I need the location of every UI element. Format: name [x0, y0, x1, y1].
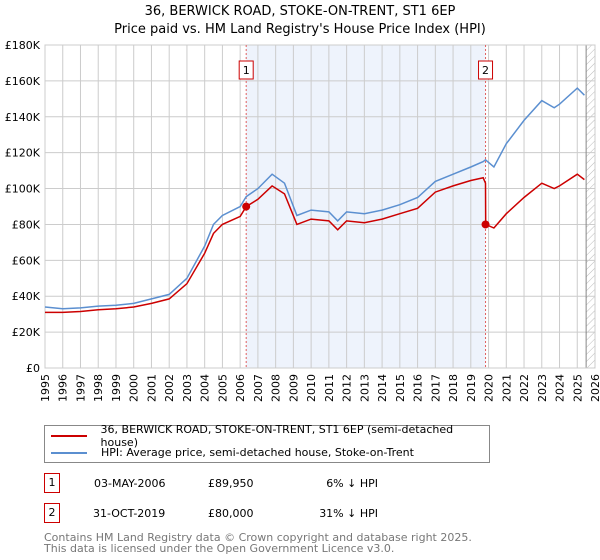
sale-hpi-diff: 6% ↓ HPI [326, 476, 378, 490]
y-tick-label: £20K [12, 326, 41, 339]
sale-label-box [238, 60, 254, 80]
x-tick-label: 2004 [199, 374, 212, 402]
legend-item-hpi: HPI: Average price, semi-detached house,… [45, 444, 414, 461]
x-tick-label: 2018 [447, 374, 460, 402]
x-tick-label: 2021 [500, 374, 513, 402]
x-tick-label: 2002 [163, 374, 176, 402]
x-tick-label: 2001 [145, 374, 158, 402]
sale-row-1: 1 03-MAY-2006 £89,950 6% ↓ HPI [44, 473, 378, 493]
sale-point [481, 220, 490, 229]
hpi-line [44, 87, 585, 310]
property-price-line [45, 173, 585, 314]
x-tick-label: 2012 [341, 374, 354, 402]
y-tick-label: £180K [5, 39, 41, 52]
x-tick-label: 2016 [412, 374, 425, 402]
x-tick-label: 2015 [394, 374, 407, 402]
x-tick-label: 2011 [323, 374, 336, 402]
footer-line-2: This data is licensed under the Open Gov… [44, 542, 395, 555]
x-tick-label: 2003 [181, 374, 194, 402]
x-tick-label: 2013 [358, 374, 371, 402]
sale-hpi-diff: 31% ↓ HPI [319, 506, 378, 520]
legend: 36, BERWICK ROAD, STOKE-ON-TRENT, ST1 6E… [44, 423, 490, 463]
x-tick-label: 2023 [536, 374, 549, 402]
x-tick-label: 2009 [287, 374, 300, 402]
legend-label: HPI: Average price, semi-detached house,… [101, 446, 414, 459]
x-tick-label: 2017 [429, 374, 442, 402]
x-tick-label: 2024 [554, 374, 567, 402]
price-chart: 1995 1996 1997 1998 1999 2000 2001 2002 2003 2004… [5, 39, 600, 402]
title: 36, BERWICK ROAD, STOKE-ON-TRENT, ST1 6E… [144, 4, 456, 19]
sale-date: 31-OCT-2019 [93, 506, 166, 520]
chart-title: 36, BERWICK ROAD, STOKE-ON-TRENT, ST1 6E… [0, 3, 600, 39]
x-tick-label: 2026 [589, 374, 600, 402]
y-tick-label: £0 [26, 362, 40, 375]
sale-marker: 1 [44, 473, 60, 493]
x-tick-label: 2000 [128, 374, 141, 402]
x-tick-label: 2025 [571, 374, 584, 402]
sale-marker: 2 [44, 503, 60, 523]
x-tick-label: 1995 [39, 374, 52, 402]
forecast-hatch [586, 45, 595, 368]
x-tick-label: 2006 [234, 374, 247, 402]
x-tick-label: 2014 [376, 374, 389, 402]
x-tick-label: 2022 [518, 374, 531, 402]
x-tick-label: 1996 [57, 374, 70, 402]
x-tick-label: 2005 [216, 374, 229, 402]
legend-label: 36, BERWICK ROAD, STOKE-ON-TRENT, ST1 6E… [100, 422, 454, 449]
sale-point [242, 202, 251, 211]
x-tick-label: 2008 [270, 374, 283, 402]
footer: Contains HM Land Registry data © Crown c… [44, 532, 472, 554]
sale-label: 2 [482, 64, 489, 77]
x-tick-label: 1998 [92, 374, 105, 402]
x-tick-label: 1999 [110, 374, 123, 402]
y-tick-label: £120K [5, 147, 41, 160]
y-tick-label: £40K [12, 290, 41, 303]
y-tick-label: £100K [5, 183, 41, 196]
x-tick-label: 2019 [465, 374, 478, 402]
x-tick-label: 2020 [483, 374, 496, 402]
y-tick-label: £60K [12, 254, 41, 267]
sale-row-2: 2 31-OCT-2019 £80,000 31% ↓ HPI [44, 503, 378, 523]
sale-date: 03-MAY-2006 [94, 476, 166, 490]
x-tick-label: 1997 [74, 374, 87, 402]
plot-frame [44, 44, 596, 369]
legend-swatch-blue [51, 451, 87, 454]
sale-label: 1 [243, 64, 250, 77]
y-tick-label: £140K [5, 111, 41, 124]
footer-line-1: Contains HM Land Registry data © Crown c… [44, 531, 472, 544]
x-tick-label: 2010 [305, 374, 318, 402]
sale-price: £80,000 [208, 506, 254, 520]
x-tick-label: 2007 [252, 374, 265, 402]
sale-price: £89,950 [208, 476, 254, 490]
subtitle: Price paid vs. HM Land Registry's House … [114, 22, 486, 37]
legend-swatch-red [51, 434, 87, 437]
sale-label-box [478, 60, 494, 80]
y-tick-label: £80K [12, 218, 41, 231]
legend-item-property: 36, BERWICK ROAD, STOKE-ON-TRENT, ST1 6E… [45, 423, 489, 449]
sale-period-shade [246, 45, 486, 368]
y-tick-label: £160K [5, 75, 41, 88]
